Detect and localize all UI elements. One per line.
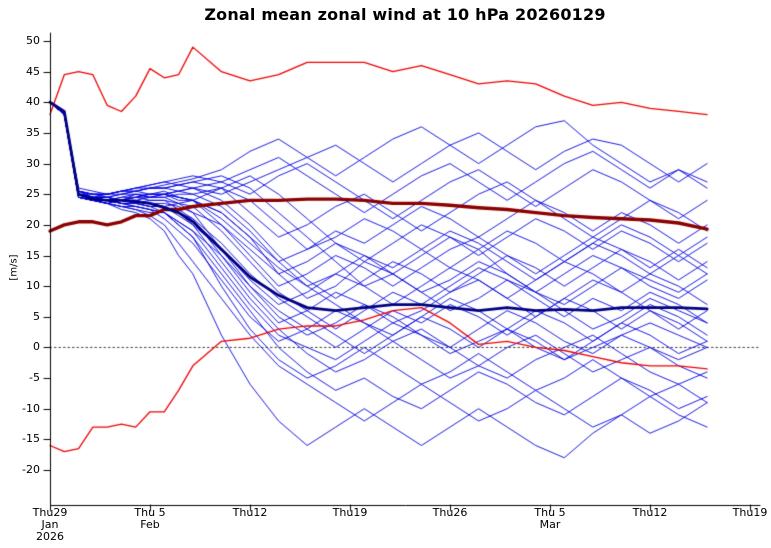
y-tick-label: 5 [33,309,40,323]
x-tick-line: Thu19 [332,506,368,519]
x-tick-line: Thu12 [232,506,268,519]
x-tick-label: Thu19 [708,507,771,519]
y-tick-label: 20 [26,217,40,231]
x-tick-line: Thu29 [32,506,68,519]
x-tick-line: Feb [140,518,160,531]
x-tick-label: Thu26 [408,507,492,519]
x-tick-line: Thu26 [432,506,468,519]
y-tick-label: 50 [26,34,40,47]
y-tick-label: 10 [26,279,40,293]
y-tick-label: 0 [33,340,40,354]
x-tick-line: Thu19 [732,506,768,519]
y-tick-label: -10 [22,401,40,415]
y-tick-label: 25 [26,187,40,201]
x-tick-label: Thu 5 Mar [508,507,592,531]
x-tick-label: Thu12 [208,507,292,519]
x-tick-line: Jan [41,518,59,531]
y-tick-label: 40 [26,95,40,109]
x-tick-label: Thu19 [308,507,392,519]
x-tick-label: Thu 5 Feb [108,507,192,531]
chart-title: Zonal mean zonal wind at 10 hPa 20260129 [204,5,606,24]
y-tick-label: -15 [22,432,40,446]
x-tick-label: Thu12 [608,507,692,519]
y-tick-label: 45 [26,64,40,78]
y-tick-label: -20 [22,463,40,476]
x-tick-line: 2026 [36,530,64,543]
y-tick-label: 30 [26,156,40,170]
x-tick-line: Thu12 [632,506,668,519]
y-tick-label: -5 [29,371,40,385]
x-tick-line: Thu 5 [134,506,166,519]
x-tick-line: Mar [539,518,561,531]
x-tick-label: Thu29 Jan 2026 [8,507,92,543]
y-tick-label: 15 [26,248,40,262]
y-tick-label: 35 [26,125,40,139]
x-tick-line: Thu 5 [534,506,566,519]
